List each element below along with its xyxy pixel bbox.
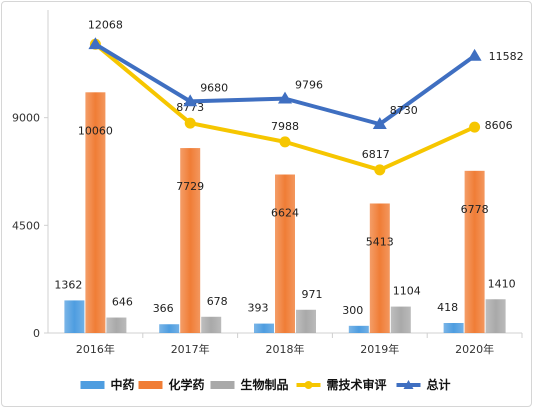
bar-中药[interactable] [64,300,85,333]
bar-value-label: 678 [207,295,228,308]
bar-value-label: 418 [437,301,458,314]
x-tick-label: 2019年 [360,342,399,356]
x-tick-label: 2020年 [455,342,494,356]
x-tick-label: 2017年 [171,342,210,356]
bar-生物制品[interactable] [106,317,127,333]
bar-化学药[interactable] [85,92,106,334]
bar-化学药[interactable] [464,170,485,333]
marker-需技术审评[interactable] [469,121,481,133]
line-value-label: 9796 [295,79,323,92]
bar-value-label: 5413 [366,235,394,248]
line-value-label: 8730 [390,104,418,117]
bar-中药[interactable] [254,323,274,333]
legend-label: 中药 [111,377,135,392]
line-value-label: 11582 [489,50,524,63]
marker-需技术审评[interactable] [279,136,291,148]
line-value-label: 9680 [200,81,228,94]
bar-value-label: 6624 [271,207,299,220]
legend-marker-需技术审评 [304,381,313,389]
bar-生物制品[interactable] [485,299,506,333]
bar-value-label: 10060 [78,124,113,137]
line-value-label: 8606 [485,119,513,132]
marker-总计[interactable] [278,91,292,104]
bar-生物制品[interactable] [390,306,411,333]
legend-label: 化学药 [169,377,205,392]
marker-需技术审评[interactable] [184,117,196,129]
bar-中药[interactable] [348,325,369,333]
line-value-label: 8773 [176,101,204,114]
bar-value-label: 1104 [393,285,421,298]
x-tick-label: 2018年 [266,342,305,356]
marker-需技术审评[interactable] [374,164,386,176]
line-value-label: 12068 [88,18,123,31]
marker-总计[interactable] [183,94,198,107]
bar-生物制品[interactable] [201,316,222,333]
marker-总计[interactable] [88,37,103,50]
x-tick-label: 2016年 [76,342,115,356]
bar-生物制品[interactable] [296,309,316,333]
bar-value-label: 1410 [488,277,516,290]
legend-marker-总计 [403,380,414,389]
y-tick-label: 4500 [12,219,40,232]
y-tick-label: 9000 [12,112,40,125]
bar-化学药[interactable] [369,203,390,333]
bar-value-label: 6778 [461,203,489,216]
bar-value-label: 7729 [176,180,204,193]
legend-swatch-生物制品 [210,381,235,389]
line-value-label: 7988 [271,120,299,133]
legend-swatch-化学药 [138,381,163,389]
bar-value-label: 971 [302,288,323,301]
bar-value-label: 393 [248,302,269,315]
marker-总计[interactable] [372,117,387,130]
marker-总计[interactable] [467,48,482,61]
y-tick-label: 0 [33,327,40,340]
line-value-label: 6817 [362,148,390,161]
bar-中药[interactable] [443,322,464,333]
bar-化学药[interactable] [180,148,201,333]
bar-value-label: 646 [112,296,133,309]
bar-化学药[interactable] [275,174,295,333]
bar-value-label: 366 [153,302,174,315]
bar-value-label: 1362 [54,278,82,291]
legend-label: 需技术审评 [327,377,387,392]
bar-中药[interactable] [159,324,180,333]
bar-value-label: 300 [342,304,363,317]
legend-label: 生物制品 [241,377,289,392]
legend-swatch-中药 [80,381,105,389]
legend-label: 总计 [427,377,451,392]
